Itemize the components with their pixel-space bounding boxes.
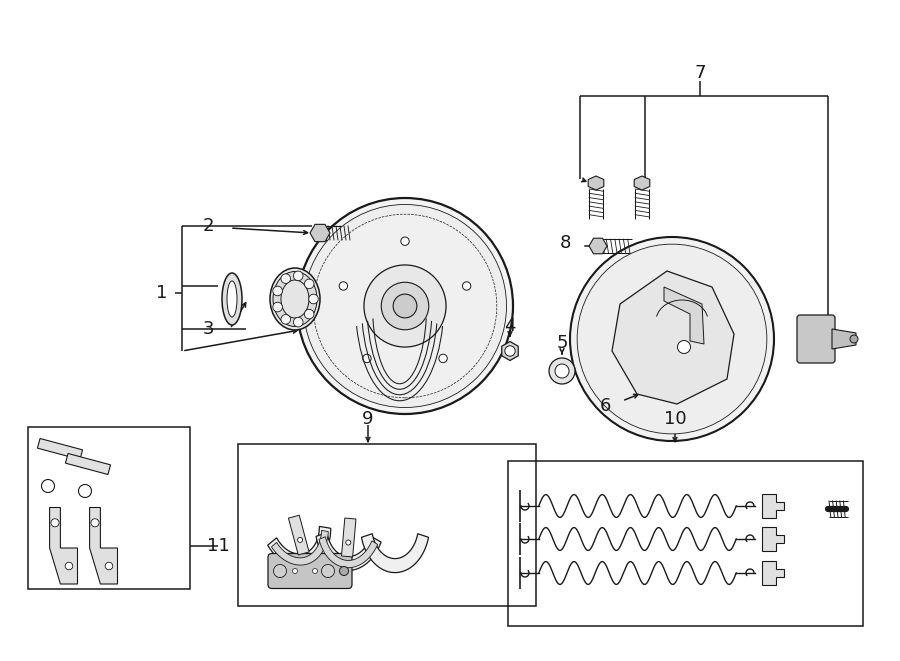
Circle shape bbox=[321, 564, 335, 578]
Polygon shape bbox=[762, 527, 784, 551]
Circle shape bbox=[297, 198, 513, 414]
Circle shape bbox=[303, 204, 507, 408]
Circle shape bbox=[293, 271, 303, 281]
Text: 9: 9 bbox=[362, 410, 374, 428]
Circle shape bbox=[570, 237, 774, 441]
Polygon shape bbox=[664, 287, 704, 344]
FancyBboxPatch shape bbox=[797, 315, 835, 363]
Circle shape bbox=[312, 568, 318, 574]
Polygon shape bbox=[310, 224, 330, 242]
Polygon shape bbox=[612, 271, 734, 404]
Circle shape bbox=[298, 537, 302, 543]
Circle shape bbox=[274, 564, 286, 578]
Circle shape bbox=[439, 354, 447, 363]
Circle shape bbox=[292, 568, 298, 574]
Circle shape bbox=[678, 340, 690, 354]
Circle shape bbox=[577, 244, 767, 434]
Text: 6: 6 bbox=[599, 397, 611, 415]
Circle shape bbox=[549, 358, 575, 384]
Circle shape bbox=[400, 237, 410, 245]
Polygon shape bbox=[319, 537, 378, 568]
Circle shape bbox=[281, 315, 291, 324]
Circle shape bbox=[505, 346, 515, 356]
Text: 5: 5 bbox=[556, 334, 568, 352]
Polygon shape bbox=[50, 508, 77, 584]
Ellipse shape bbox=[273, 272, 317, 327]
Circle shape bbox=[91, 519, 99, 527]
Polygon shape bbox=[589, 238, 607, 254]
Text: 8: 8 bbox=[559, 234, 571, 252]
Polygon shape bbox=[762, 561, 784, 585]
Circle shape bbox=[293, 317, 303, 327]
Circle shape bbox=[393, 294, 417, 318]
Circle shape bbox=[273, 286, 283, 295]
Ellipse shape bbox=[227, 281, 237, 317]
Text: 2: 2 bbox=[202, 217, 214, 235]
Circle shape bbox=[105, 563, 112, 570]
Circle shape bbox=[850, 335, 858, 343]
Text: 1: 1 bbox=[157, 284, 167, 302]
Polygon shape bbox=[90, 508, 118, 584]
Polygon shape bbox=[832, 329, 856, 349]
Polygon shape bbox=[634, 176, 650, 190]
Polygon shape bbox=[272, 530, 328, 565]
Circle shape bbox=[65, 563, 73, 570]
Circle shape bbox=[339, 282, 347, 290]
Circle shape bbox=[463, 282, 471, 290]
Text: 10: 10 bbox=[663, 410, 687, 428]
Ellipse shape bbox=[270, 268, 320, 330]
Circle shape bbox=[382, 282, 428, 330]
Circle shape bbox=[313, 214, 497, 398]
Text: 4: 4 bbox=[504, 317, 516, 335]
Circle shape bbox=[273, 302, 283, 312]
Text: 3: 3 bbox=[202, 320, 214, 338]
Polygon shape bbox=[341, 518, 356, 557]
Bar bbox=[508, 461, 863, 626]
Ellipse shape bbox=[222, 273, 242, 325]
Circle shape bbox=[339, 566, 348, 576]
Text: 7: 7 bbox=[694, 64, 706, 82]
Circle shape bbox=[346, 540, 351, 545]
Polygon shape bbox=[288, 515, 309, 555]
Polygon shape bbox=[362, 533, 428, 572]
Polygon shape bbox=[589, 176, 604, 190]
Circle shape bbox=[364, 265, 446, 347]
Polygon shape bbox=[762, 494, 784, 518]
Polygon shape bbox=[66, 453, 111, 475]
Circle shape bbox=[281, 274, 291, 284]
Polygon shape bbox=[316, 533, 381, 570]
Polygon shape bbox=[267, 526, 330, 568]
Circle shape bbox=[51, 519, 59, 527]
Text: 11: 11 bbox=[207, 537, 230, 555]
Ellipse shape bbox=[281, 280, 309, 318]
Circle shape bbox=[555, 364, 569, 378]
Polygon shape bbox=[38, 438, 83, 459]
Circle shape bbox=[304, 279, 314, 289]
Circle shape bbox=[304, 309, 314, 319]
Bar bbox=[238, 444, 536, 606]
FancyBboxPatch shape bbox=[268, 553, 352, 588]
Bar bbox=[28, 427, 190, 589]
Circle shape bbox=[309, 294, 319, 304]
Polygon shape bbox=[502, 342, 518, 360]
Circle shape bbox=[363, 354, 371, 363]
